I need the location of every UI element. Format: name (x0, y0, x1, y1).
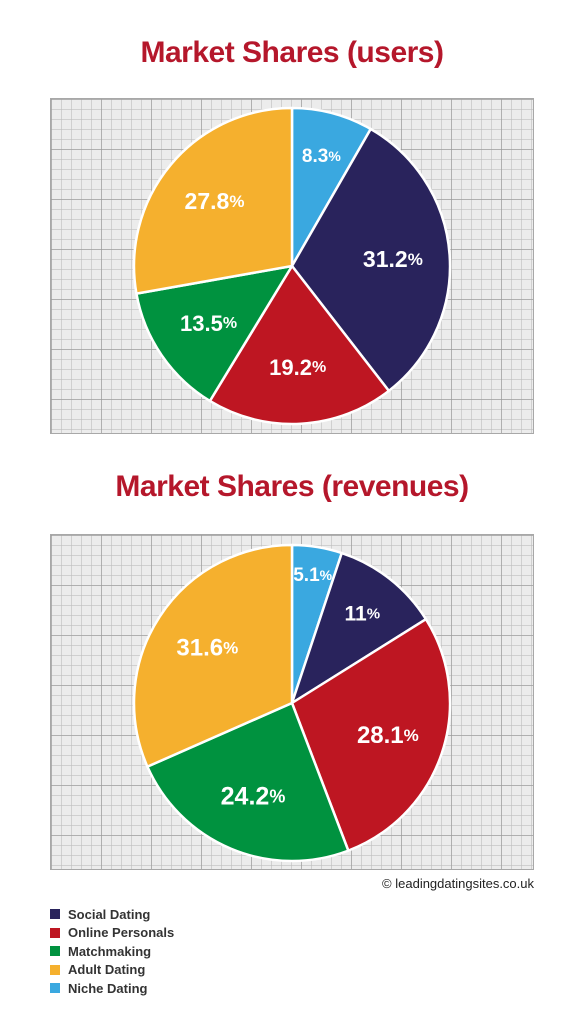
legend: Social Dating Online Personals Matchmaki… (50, 905, 174, 998)
legend-item-matchmaking: Matchmaking (50, 942, 174, 961)
copyright-text: © leadingdatingsites.co.uk (382, 876, 534, 891)
legend-swatch (50, 927, 60, 938)
legend-swatch (50, 946, 60, 957)
chart-panel-revenues (50, 534, 534, 870)
legend-label: Matchmaking (68, 943, 152, 959)
chart-title-users: Market Shares (users) (140, 36, 444, 69)
legend-label: Social Dating (68, 906, 151, 922)
legend-item-online-personals: Online Personals (50, 924, 174, 943)
legend-label: Niche Dating (68, 980, 148, 996)
legend-swatch (50, 964, 60, 975)
legend-item-social-dating: Social Dating (50, 905, 174, 924)
legend-label: Online Personals (68, 925, 175, 941)
chart-title-revenues: Market Shares (revenues) (115, 470, 469, 503)
legend-swatch (50, 909, 60, 920)
legend-label: Adult Dating (68, 962, 146, 978)
legend-item-niche-dating: Niche Dating (50, 979, 174, 998)
chart-panel-users (50, 98, 534, 434)
legend-swatch (50, 983, 60, 994)
legend-item-adult-dating: Adult Dating (50, 961, 174, 980)
